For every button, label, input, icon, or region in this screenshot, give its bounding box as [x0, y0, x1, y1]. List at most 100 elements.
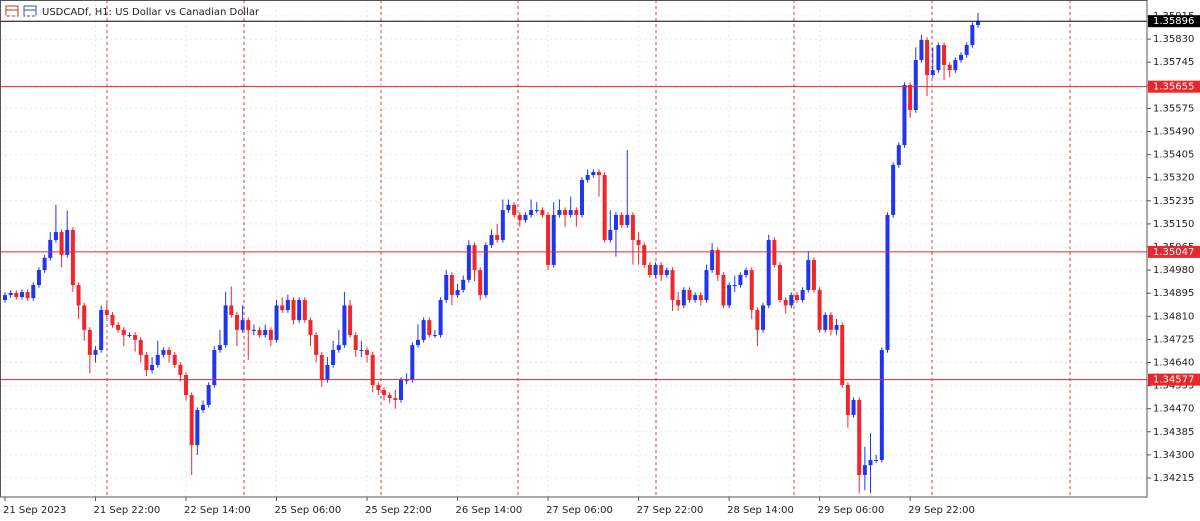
candle-body: [744, 270, 749, 275]
candle-body: [546, 214, 551, 265]
candle-body: [291, 299, 296, 321]
candle-body: [104, 310, 109, 315]
candle-body: [257, 329, 262, 336]
candle-body: [234, 314, 239, 330]
candle-body: [449, 274, 454, 296]
candle-body: [619, 214, 624, 225]
candle-body: [659, 264, 664, 275]
candle-body: [472, 245, 477, 271]
candle-body: [636, 239, 641, 246]
candle-body: [721, 274, 726, 306]
candle-body: [466, 245, 471, 280]
candle-body: [404, 379, 409, 381]
candle-body: [285, 299, 290, 311]
candle-body: [36, 270, 41, 286]
candle-body: [206, 385, 211, 405]
candle-body: [687, 289, 692, 300]
candle-body: [749, 270, 754, 311]
candle-body: [325, 364, 330, 380]
candle-body: [365, 349, 370, 355]
candle-body: [314, 335, 319, 355]
candle-body: [574, 210, 579, 215]
candle-body: [387, 395, 392, 399]
plot-frame: [0, 0, 1148, 498]
price-label-box: [1148, 80, 1200, 93]
price-label: 1.34577: [1153, 375, 1194, 386]
candle-body: [834, 324, 839, 330]
chart-title: USDCADf, H1: US Dollar vs Canadian Dolla…: [42, 7, 260, 18]
y-tick-label: 1.34895: [1153, 288, 1194, 299]
candle-body: [280, 305, 285, 311]
candle-body: [698, 295, 703, 300]
candle-body: [845, 385, 850, 415]
candle-body: [172, 354, 177, 365]
candle-body: [223, 305, 228, 346]
candle-body: [800, 289, 805, 300]
candle-body: [857, 399, 862, 475]
candle-body: [59, 232, 64, 255]
candle-body: [217, 345, 222, 350]
candle-body: [93, 349, 98, 355]
candle-body: [936, 45, 941, 71]
candle-body: [25, 292, 30, 299]
candle-body: [246, 320, 251, 330]
candle-body: [184, 374, 189, 396]
y-tick-label: 1.35405: [1153, 150, 1194, 161]
candle-body: [87, 329, 92, 355]
candle-body: [766, 239, 771, 306]
candle-body: [82, 305, 87, 330]
candle-body: [212, 349, 217, 386]
candle-body: [523, 214, 528, 221]
candle-body: [664, 270, 669, 275]
candle-body: [150, 364, 155, 371]
candle-body: [681, 289, 686, 306]
x-tick-label: 27 Sep 22:00: [637, 505, 704, 516]
candle-body: [670, 270, 675, 300]
candle-body: [693, 295, 698, 300]
candle-body: [478, 270, 483, 296]
price-label: 1.35047: [1153, 247, 1194, 258]
candle-body: [596, 172, 601, 175]
candle-body: [268, 329, 273, 340]
candle-body: [336, 345, 341, 350]
candle-body: [370, 354, 375, 386]
candle-body: [919, 39, 924, 61]
candle-body: [240, 320, 245, 330]
y-tick-label: 1.35150: [1153, 219, 1194, 230]
candle-body: [563, 210, 568, 215]
candle-body: [613, 214, 618, 230]
x-tick-label: 27 Sep 06:00: [546, 505, 613, 516]
candle-body: [608, 229, 613, 240]
candle-body: [580, 179, 585, 215]
candle-body: [3, 295, 7, 300]
candle-body: [732, 285, 737, 287]
candle-body: [879, 349, 884, 461]
candle-body: [727, 285, 732, 306]
candle-body: [970, 24, 975, 46]
y-tick-label: 1.34385: [1153, 427, 1194, 438]
candle-body: [427, 320, 432, 336]
candle-body: [761, 305, 766, 330]
candle-body: [76, 285, 81, 306]
y-tick-label: 1.34555: [1153, 381, 1194, 392]
x-tick-label: 28 Sep 14:00: [727, 505, 794, 516]
candle-body: [529, 210, 534, 215]
candle-body: [421, 320, 426, 340]
x-tick-label: 29 Sep 22:00: [908, 505, 975, 516]
candle-body: [602, 174, 607, 240]
candle-body: [274, 305, 279, 340]
candle-body: [885, 214, 890, 350]
candle-body: [551, 214, 556, 265]
candle-body: [942, 45, 947, 65]
candle-body: [308, 320, 313, 336]
candle-body: [331, 349, 336, 365]
candle-body: [155, 354, 160, 365]
candle-body: [14, 292, 19, 298]
icon-frame: [5, 5, 19, 17]
price-label-box: [1148, 245, 1200, 258]
candle-body: [676, 299, 681, 306]
candle-body: [461, 279, 466, 290]
candle-body: [19, 292, 24, 298]
candle-body: [964, 45, 969, 55]
